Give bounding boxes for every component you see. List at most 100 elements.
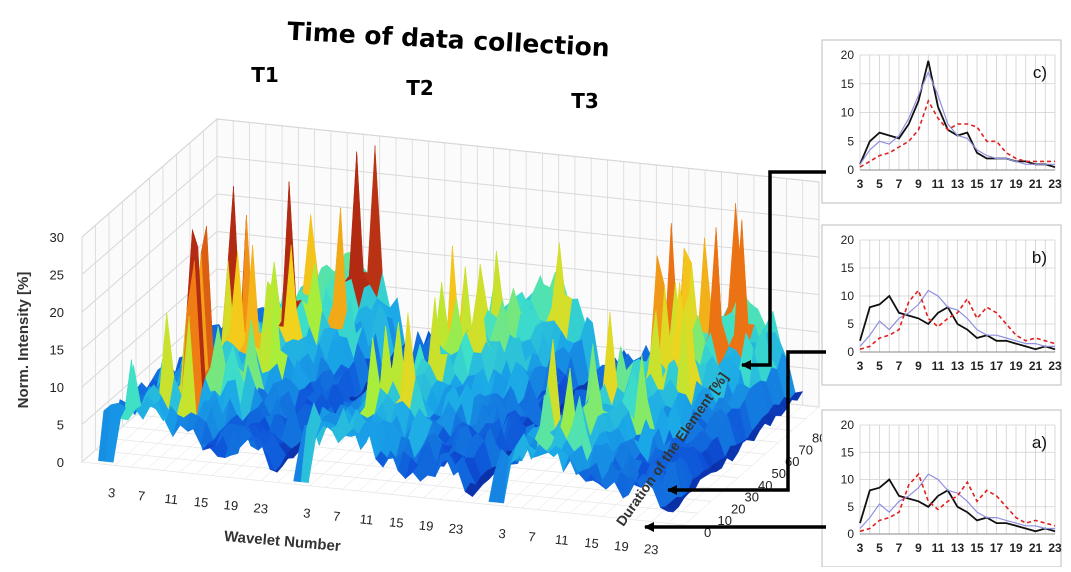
x-tick-label: 11 <box>359 511 374 527</box>
x-tick-label: 11 <box>164 491 179 507</box>
y-tick-label: 15 <box>841 261 855 275</box>
chart-frame <box>821 39 1062 204</box>
arrow-c <box>741 170 826 370</box>
x-tick-label: 7 <box>137 488 146 504</box>
y-tick-label: 15 <box>841 77 855 91</box>
series-line-dashed-red <box>859 288 1056 350</box>
x-tick-label: 17 <box>990 177 1004 191</box>
y-tick-label: 10 <box>841 473 855 487</box>
surface-cell <box>269 465 283 473</box>
x-tick-label: 15 <box>388 514 404 530</box>
x-tick-label: 23 <box>1048 541 1062 555</box>
y-tick-label: 10 <box>841 106 855 120</box>
x-tick-label: 11 <box>932 359 945 373</box>
y-tick-label: 50 <box>772 466 786 481</box>
x-tick-label: 19 <box>1009 177 1023 191</box>
x-tick-label: 23 <box>1048 359 1062 373</box>
y-tick-label: 20 <box>841 233 855 247</box>
surface-t3 <box>488 203 804 513</box>
y-tick-label: 20 <box>841 48 855 62</box>
x-tick-label: 23 <box>253 500 269 516</box>
chart-frame <box>821 224 1062 386</box>
x-tick-label: 13 <box>951 177 965 191</box>
x-tick-label: 5 <box>876 359 883 373</box>
arrow-b <box>667 350 826 495</box>
series-line-dashed-red <box>859 472 1056 533</box>
x-tick-label: 23 <box>448 521 464 537</box>
z-tick-label: 10 <box>50 380 64 395</box>
panel-label: b) <box>1032 248 1047 267</box>
surface-cell <box>464 482 479 498</box>
z-axis-label: Norm. Intensity [%] <box>15 272 32 409</box>
z-tick-label: 0 <box>57 455 64 470</box>
z-tick-label: 20 <box>50 305 64 320</box>
z-tick-label: 30 <box>50 230 64 245</box>
y-tick-label: 70 <box>799 442 813 457</box>
series-line-solid-black <box>859 478 1056 533</box>
y-tick-label: 30 <box>745 490 759 505</box>
x-tick-label: 17 <box>990 541 1004 555</box>
x-tick-label: 3 <box>107 485 116 501</box>
y-tick-label: 20 <box>841 418 855 432</box>
x-tick-label: 9 <box>915 359 922 373</box>
x-tick-label: 3 <box>857 177 864 191</box>
x-tick-label: 5 <box>876 541 883 555</box>
x-tick-label: 13 <box>951 359 965 373</box>
surface-cell <box>659 506 674 513</box>
x-tick-label: 19 <box>1009 359 1023 373</box>
y-tick-label: 5 <box>847 134 854 148</box>
x-tick-label: 7 <box>332 509 341 525</box>
x-tick-label: 5 <box>876 177 883 191</box>
series-line-dashed-red <box>859 99 1055 168</box>
connector-arrows <box>644 170 826 532</box>
x-tick-label: 11 <box>932 541 945 555</box>
z-tick-label: 5 <box>57 418 64 433</box>
period-label-t1: T1 <box>251 63 279 87</box>
series-line-solid-black <box>859 294 1056 351</box>
x-tick-label: 9 <box>915 541 922 555</box>
x-tick-label: 21 <box>1029 541 1043 555</box>
x-tick-label: 23 <box>1048 177 1062 191</box>
x-tick-label: 15 <box>584 535 600 551</box>
x-tick-label: 3 <box>498 526 507 542</box>
y-tick-label: 0 <box>847 163 854 177</box>
y-tick-label: 20 <box>731 501 745 516</box>
main-title: Time of data collection <box>287 17 611 63</box>
x-tick-label: 19 <box>1009 541 1023 555</box>
y-tick-label: 0 <box>847 345 854 359</box>
x-tick-label: 17 <box>990 359 1004 373</box>
x-tick-label: 3 <box>857 359 864 373</box>
y-tick-label: 10 <box>841 289 855 303</box>
floor-gridline <box>683 406 820 526</box>
series-line-light-blue <box>859 473 1055 530</box>
x-tick-label: 19 <box>223 497 239 513</box>
y-tick-label: 10 <box>718 513 732 528</box>
surface-t1 <box>98 145 413 473</box>
surface-group <box>98 145 804 513</box>
x-tick-label: 7 <box>896 541 903 555</box>
surface-t2 <box>293 242 608 498</box>
x-tick-label: 15 <box>970 541 984 555</box>
x-tick-label: 3 <box>857 541 864 555</box>
z-tick-label: 25 <box>50 268 64 283</box>
floor-gridline <box>81 461 685 526</box>
x-tick-label: 13 <box>951 541 965 555</box>
z-tick-label: 15 <box>50 343 64 358</box>
series-line-light-blue <box>859 289 1055 347</box>
x-tick-label: 3 <box>303 505 312 521</box>
x-tick-label: 21 <box>1029 359 1043 373</box>
x-axis-label: Wavelet Number <box>223 528 341 555</box>
period-label-t2: T2 <box>406 76 434 100</box>
floor-gridline <box>95 449 698 514</box>
x-tick-label: 15 <box>193 494 209 510</box>
panel-label: c) <box>1033 63 1047 82</box>
x-tick-label: 7 <box>528 529 537 545</box>
y-tick-label: 5 <box>847 317 854 331</box>
series-line-light-blue <box>859 70 1055 165</box>
y-tick-label: 5 <box>847 500 854 514</box>
panel-label: a) <box>1032 433 1047 452</box>
